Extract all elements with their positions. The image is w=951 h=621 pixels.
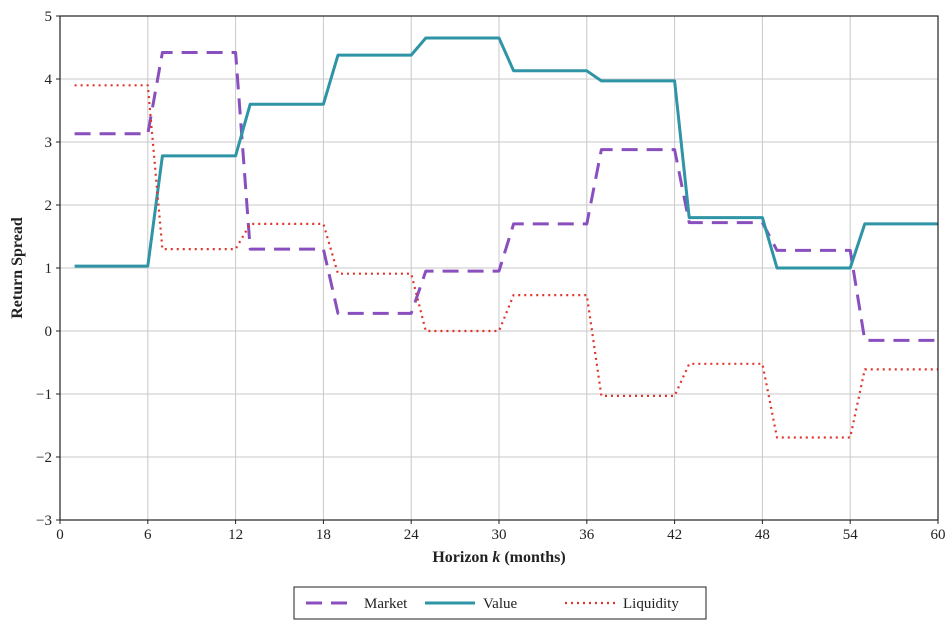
x-tick-label: 60 [931,527,946,543]
plot-frame [59,15,939,521]
series-lines [74,36,938,439]
legend-item-market: Market [306,596,408,612]
y-tick-label: −1 [36,387,52,403]
x-tick-label: 36 [579,527,595,543]
x-tick-label: 6 [144,527,152,543]
x-tick-labels: 0 6 12 18 24 30 36 42 48 54 60 [56,520,946,543]
x-tick-label: 54 [843,527,859,543]
x-tick-label: 30 [492,527,507,543]
x-tick-label: 18 [316,527,331,543]
x-tick-label: 12 [228,527,243,543]
y-tick-label: 2 [45,198,53,214]
series-line-market [74,51,938,342]
x-axis-title-part: k [492,549,500,566]
y-tick-label: 1 [45,261,53,277]
x-axis-title-part: Horizon [432,549,492,566]
y-axis-title: Return Spread [9,217,26,319]
y-tick-label: 5 [45,9,53,25]
y-tick-labels: −3 −2 −1 0 1 2 3 4 5 [36,9,60,529]
y-tick-label: 4 [45,72,53,88]
legend-label: Liquidity [623,596,679,612]
x-axis-title: Horizon k (months) [432,549,565,566]
x-tick-label: 48 [755,527,770,543]
series-line-value [74,36,938,270]
x-tick-label: 42 [667,527,682,543]
legend-box [293,586,707,620]
x-tick-label: 24 [404,527,420,543]
x-tick-label: 0 [56,527,64,543]
x-axis-title-part: (months) [500,549,565,566]
legend: Market Value Liquidity [293,586,707,620]
legend-item-value: Value [425,596,517,612]
y-tick-label: 0 [45,324,53,340]
legend-label: Value [483,596,517,612]
legend-item-liquidity: Liquidity [565,596,679,612]
y-tick-label: −2 [36,450,52,466]
y-tick-label: −3 [36,513,52,529]
legend-label: Market [364,596,408,612]
y-tick-label: 3 [45,135,53,151]
series-line-liquidity [74,84,938,439]
